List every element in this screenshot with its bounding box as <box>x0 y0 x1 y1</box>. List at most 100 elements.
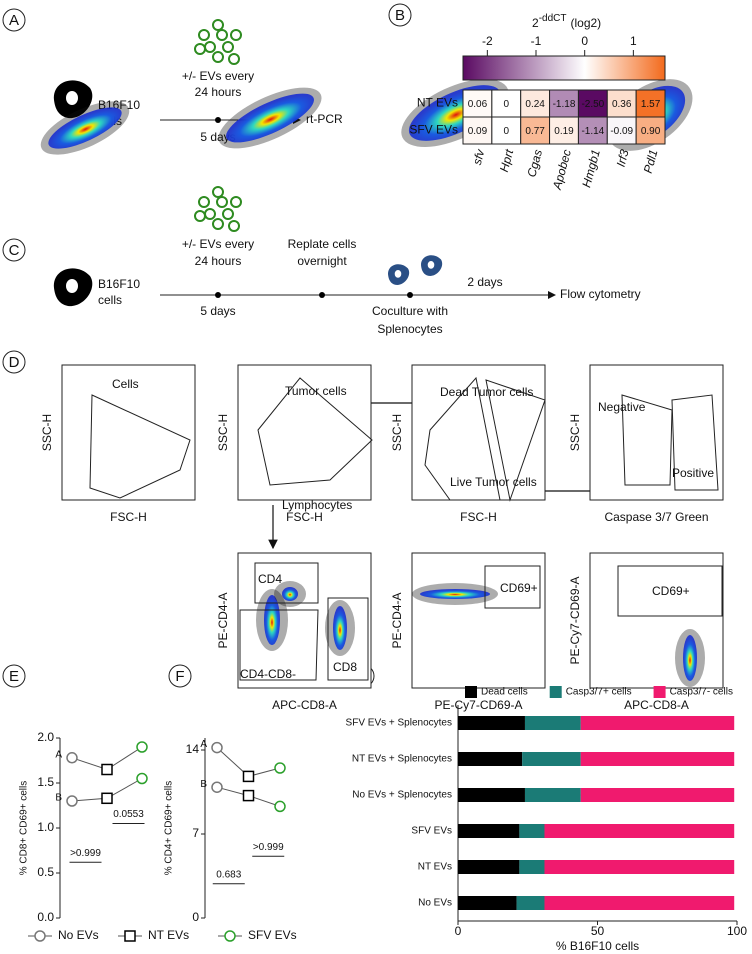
label: >0.999 <box>70 848 101 859</box>
ev <box>230 29 242 41</box>
gate <box>485 379 546 502</box>
y-tick-label: 0.5 <box>37 865 54 879</box>
label: SFV EVs <box>411 826 452 837</box>
heatmap-cell <box>549 116 579 145</box>
label: Casp3/7- cells <box>670 687 733 698</box>
bar-segment <box>522 752 581 766</box>
label: 2 days <box>467 275 502 289</box>
label: B <box>55 793 62 804</box>
cell-icon <box>388 264 410 285</box>
cell-label: 0 <box>504 126 510 137</box>
label: Dead Tumor cells <box>440 385 533 399</box>
flow-plot-frame <box>237 552 372 689</box>
bar-segment <box>458 860 520 874</box>
flow-plot-frame <box>411 552 546 689</box>
panel-label-circle <box>2 350 26 374</box>
label: 24 hours <box>195 254 242 268</box>
ev <box>222 208 234 220</box>
label: CD8 <box>333 660 357 674</box>
gate <box>484 565 541 609</box>
label: 5 days <box>200 304 235 318</box>
label: 24 hours <box>195 85 242 99</box>
timepoint <box>215 292 221 298</box>
label: 0.683 <box>216 869 241 880</box>
label: CD4 <box>258 572 282 586</box>
label: cells <box>98 293 122 307</box>
label: Positive <box>672 466 714 480</box>
point <box>101 792 113 805</box>
heatmap-cell <box>462 89 493 118</box>
cell-label: 1.57 <box>641 99 661 110</box>
label: CD69+ <box>652 584 690 598</box>
label: FSC-H <box>110 510 147 524</box>
flow-plot-frame <box>589 364 724 501</box>
label: 0.0553 <box>113 809 144 820</box>
column-label: sfv <box>470 147 488 166</box>
gate <box>621 394 673 486</box>
label: +/- EVs every <box>182 69 254 83</box>
y-axis-label: PE-Cy7-CD69-A <box>568 576 582 664</box>
gate <box>327 597 369 681</box>
gate <box>424 376 501 501</box>
label: SFV EVs <box>409 123 458 137</box>
legend-swatch <box>653 686 666 698</box>
label: FSC-H <box>286 510 323 524</box>
panel-label-circle <box>2 8 26 32</box>
point <box>66 795 78 807</box>
heatmap-cell <box>577 89 608 118</box>
label: Cells <box>112 377 139 391</box>
label: Flow cytometry <box>560 287 641 301</box>
y-axis-label: SSC-H <box>216 414 230 451</box>
label: CD69+ <box>500 581 538 595</box>
label: rt-PCR <box>306 112 343 126</box>
panel-label-circle <box>388 3 412 27</box>
label: B <box>200 779 207 790</box>
ev <box>212 218 224 230</box>
bar-segment <box>544 860 735 874</box>
y-tick-label: 14 <box>186 742 200 756</box>
label: Coculture with <box>372 304 448 318</box>
cell-label: 0.36 <box>612 99 632 110</box>
label: APC-CD8-A <box>272 698 337 712</box>
label: SFV EVs + Splenocytes <box>346 718 452 729</box>
ev <box>228 53 240 65</box>
title-sup: -ddCT <box>539 13 567 24</box>
y-tick-label: 2.0 <box>37 730 54 744</box>
label: NT EVs <box>148 928 189 942</box>
point <box>274 762 286 774</box>
y-axis-label: SSC-H <box>390 414 404 451</box>
flow-plot-frame <box>589 552 724 689</box>
bar-segment <box>580 788 735 802</box>
cell-label: 0.77 <box>525 126 545 137</box>
label: 50 <box>591 924 605 938</box>
label: NT EVs <box>418 862 452 873</box>
label: FSC-H <box>460 510 497 524</box>
column-label: Irf3 <box>614 148 632 169</box>
point <box>101 763 113 776</box>
bar-segment <box>458 824 520 838</box>
bar-segment <box>516 896 545 910</box>
ev <box>204 208 216 220</box>
y-tick-label: 0 <box>192 910 199 924</box>
ev <box>212 186 224 198</box>
label: 100 <box>727 924 747 938</box>
density <box>282 587 298 601</box>
cell-label: 0.09 <box>468 126 488 137</box>
timepoint <box>319 292 325 298</box>
gate <box>257 377 373 486</box>
label: B16F10 <box>98 277 140 291</box>
label: NT EVs + Splenocytes <box>352 754 452 765</box>
bar-segment <box>458 896 517 910</box>
heatmap-cell <box>635 116 666 145</box>
legend-marker <box>34 930 46 942</box>
label: 0 <box>455 924 462 938</box>
gate <box>239 609 319 681</box>
density <box>48 107 122 149</box>
y-tick-label: 1.5 <box>37 775 54 789</box>
bar-segment <box>458 788 525 802</box>
label: % B16F10 cells <box>556 939 639 953</box>
cell-icon <box>53 268 93 307</box>
panel-label-circle <box>2 664 26 688</box>
y-axis-label: SSC-H <box>568 414 582 451</box>
label: No EVs <box>418 898 452 909</box>
